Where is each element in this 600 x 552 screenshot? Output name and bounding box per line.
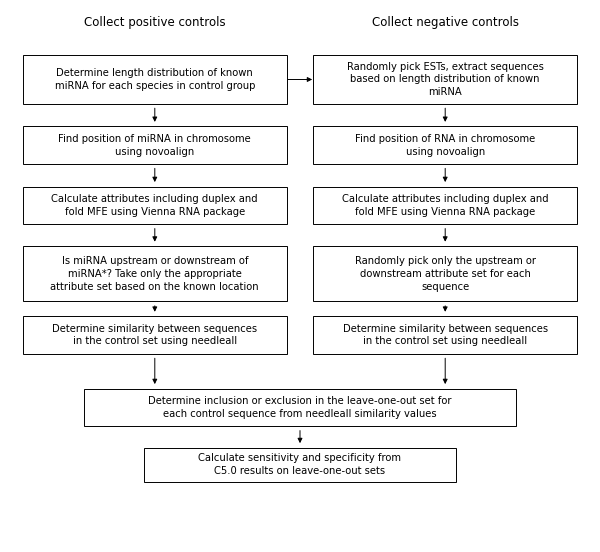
FancyBboxPatch shape [23, 316, 287, 354]
FancyBboxPatch shape [144, 448, 456, 482]
Text: Is miRNA upstream or downstream of
miRNA*? Take only the appropriate
attribute s: Is miRNA upstream or downstream of miRNA… [50, 256, 259, 291]
Text: Randomly pick ESTs, extract sequences
based on length distribution of known
miRN: Randomly pick ESTs, extract sequences ba… [347, 62, 544, 97]
Text: Determine inclusion or exclusion in the leave-one-out set for
each control seque: Determine inclusion or exclusion in the … [148, 396, 452, 419]
FancyBboxPatch shape [313, 246, 577, 301]
FancyBboxPatch shape [313, 187, 577, 224]
FancyBboxPatch shape [84, 389, 516, 426]
Text: Calculate attributes including duplex and
fold MFE using Vienna RNA package: Calculate attributes including duplex an… [342, 194, 548, 217]
Text: Find position of miRNA in chromosome
using novoalign: Find position of miRNA in chromosome usi… [58, 134, 251, 157]
Text: Determine similarity between sequences
in the control set using needleall: Determine similarity between sequences i… [343, 323, 548, 347]
FancyBboxPatch shape [313, 316, 577, 354]
Text: Determine length distribution of known
miRNA for each species in control group: Determine length distribution of known m… [55, 68, 255, 91]
Text: Find position of RNA in chromosome
using novoalign: Find position of RNA in chromosome using… [355, 134, 535, 157]
Text: Determine similarity between sequences
in the control set using needleall: Determine similarity between sequences i… [52, 323, 257, 347]
FancyBboxPatch shape [23, 55, 287, 104]
Text: Calculate sensitivity and specificity from
C5.0 results on leave-one-out sets: Calculate sensitivity and specificity fr… [199, 453, 401, 476]
FancyBboxPatch shape [313, 126, 577, 164]
Text: Collect negative controls: Collect negative controls [372, 15, 519, 29]
FancyBboxPatch shape [23, 187, 287, 224]
FancyBboxPatch shape [23, 246, 287, 301]
Text: Randomly pick only the upstream or
downstream attribute set for each
sequence: Randomly pick only the upstream or downs… [355, 256, 536, 291]
FancyBboxPatch shape [313, 55, 577, 104]
FancyBboxPatch shape [23, 126, 287, 164]
Text: Calculate attributes including duplex and
fold MFE using Vienna RNA package: Calculate attributes including duplex an… [52, 194, 258, 217]
Text: Collect positive controls: Collect positive controls [84, 15, 226, 29]
